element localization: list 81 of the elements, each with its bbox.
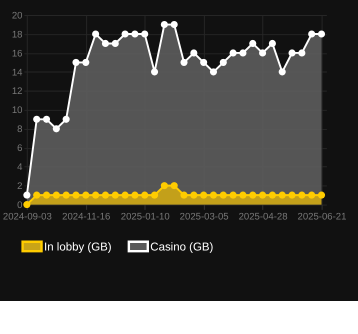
x-tick-label: 2025-04-28: [238, 211, 288, 222]
point: [112, 192, 119, 199]
y-tick-label: 6: [17, 143, 22, 154]
point: [33, 192, 40, 199]
point: [308, 192, 316, 199]
point: [141, 192, 148, 199]
point: [33, 116, 40, 123]
point: [23, 192, 30, 199]
point: [278, 68, 286, 76]
legend-label: In lobby (GB): [44, 241, 112, 254]
y-tick-label: 0: [17, 200, 22, 211]
point: [102, 40, 109, 48]
y-tick-label: 16: [12, 48, 22, 60]
point: [288, 49, 296, 56]
point: [160, 182, 168, 190]
x-tick-label: 2025-06-21: [298, 211, 346, 222]
x-tick-label: 2024-09-03: [2, 211, 52, 222]
point: [318, 30, 326, 38]
point: [200, 192, 208, 199]
y-tick-label: 18: [12, 29, 22, 40]
point: [82, 58, 90, 66]
point: [160, 20, 168, 28]
point: [52, 125, 60, 132]
point: [42, 116, 50, 123]
point: [210, 192, 218, 199]
point: [220, 192, 227, 199]
point: [52, 192, 60, 199]
y-tick-label: 8: [17, 124, 22, 136]
point: [190, 192, 198, 199]
point: [210, 68, 218, 76]
point: [220, 58, 227, 66]
legend-label: Casino (GB): [150, 241, 214, 254]
point: [23, 201, 30, 208]
y-tick-label: 2: [17, 180, 22, 192]
point: [72, 58, 80, 66]
point: [151, 192, 158, 199]
point: [308, 30, 316, 38]
point: [249, 40, 256, 48]
point: [190, 49, 198, 56]
point: [82, 192, 90, 199]
point: [230, 49, 237, 56]
point: [122, 192, 129, 199]
point: [249, 192, 256, 199]
point: [259, 49, 266, 56]
point: [62, 192, 70, 199]
point: [72, 192, 80, 199]
point: [170, 20, 178, 28]
point: [278, 192, 286, 199]
point: [112, 40, 119, 48]
point: [92, 192, 100, 199]
point: [170, 182, 178, 190]
y-tick-label: 20: [12, 10, 22, 22]
y-tick-label: 10: [12, 105, 22, 116]
point: [239, 49, 246, 56]
point: [92, 30, 100, 38]
point: [268, 40, 276, 48]
point: [298, 192, 306, 199]
point: [151, 68, 158, 76]
x-tick-label: 2025-01-10: [120, 211, 170, 222]
point: [180, 58, 188, 66]
point: [259, 192, 266, 199]
point: [268, 192, 276, 199]
point: [131, 30, 138, 38]
point: [318, 192, 326, 199]
point: [288, 192, 296, 199]
point: [239, 192, 246, 199]
point: [102, 192, 109, 199]
point: [200, 58, 208, 66]
y-tick-label: 4: [17, 162, 24, 174]
x-tick-label: 2025-03-05: [180, 211, 229, 222]
point: [298, 49, 306, 56]
point: [62, 116, 70, 123]
point: [230, 192, 237, 199]
y-tick-label: 12: [12, 86, 22, 98]
point: [131, 192, 138, 199]
y-tick-label: 14: [12, 67, 24, 78]
point: [141, 30, 148, 38]
point: [122, 30, 129, 38]
point: [42, 192, 50, 199]
x-tick-label: 2024-11-16: [62, 211, 110, 222]
point: [180, 192, 188, 199]
